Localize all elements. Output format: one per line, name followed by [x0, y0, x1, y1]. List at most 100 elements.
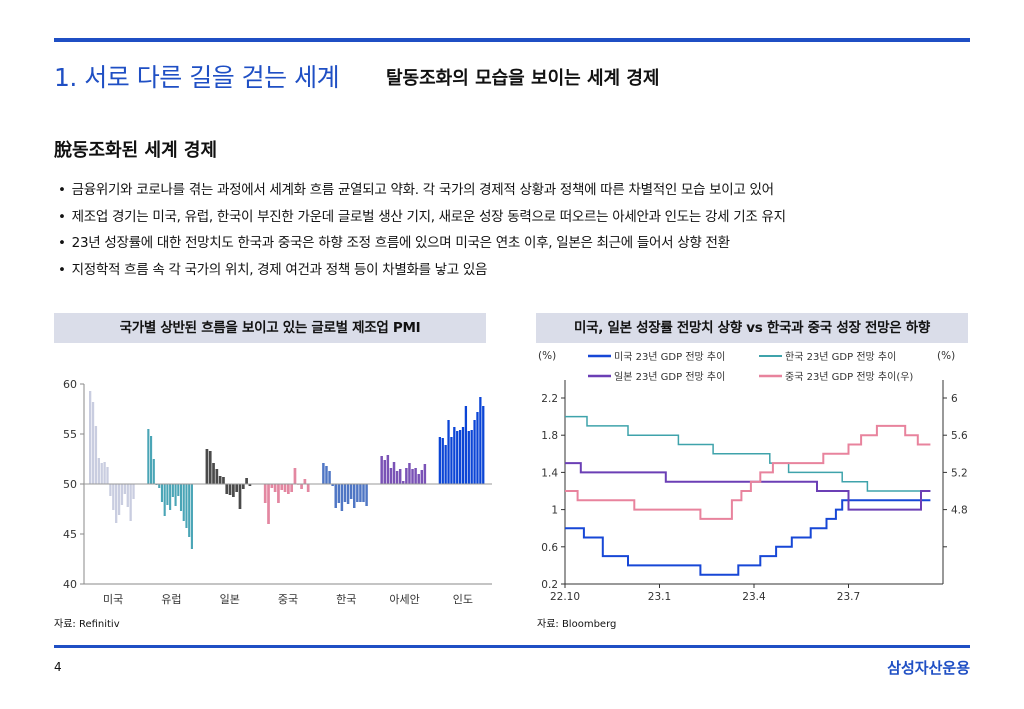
pmi-bar-미국 [89, 391, 92, 484]
pmi-bar-일본 [218, 476, 222, 484]
pmi-bar-아세안 [383, 460, 386, 484]
pmi-bar-유럽 [182, 484, 185, 521]
series-line-일본 23년 GDP 전망 추이 [565, 462, 931, 511]
pmi-bar-유럽 [150, 436, 153, 484]
legend-label: 한국 23년 GDP 전망 추이 [785, 351, 896, 363]
pmi-bar-한국 [362, 484, 365, 502]
bullet-list: 금융위기와 코로나를 겪는 과정에서 세계화 흐름 균열되고 약화. 각 국가의… [58, 178, 786, 284]
pmi-bar-한국 [353, 484, 356, 508]
pmi-chart-title: 국가별 상반된 흐름을 보이고 있는 글로벌 제조업 PMI [54, 313, 486, 343]
pmi-bar-한국 [328, 471, 331, 484]
pmi-bar-일본 [205, 449, 209, 484]
right-tick-label: 6 [951, 393, 958, 405]
pmi-bar-아세안 [392, 462, 396, 484]
pmi-bar-아세안 [402, 481, 405, 484]
top-rule [54, 38, 970, 42]
pmi-bar-중국 [306, 484, 310, 492]
pmi-bar-중국 [267, 484, 270, 524]
pmi-bar-일본 [245, 478, 248, 484]
pmi-bar-인도 [444, 445, 447, 484]
bullet-item: 지정학적 흐름 속 각 국가의 위치, 경제 여건과 정책 등이 차별화를 낳고… [58, 258, 786, 285]
pmi-bar-유럽 [188, 484, 191, 537]
pmi-bar-미국 [109, 484, 112, 496]
pmi-bar-chart: 40 45 50 55 60 미국 유럽 일본 중국 한국 아세안 인도 [63, 378, 492, 606]
x-category-label: 유럽 [161, 592, 181, 606]
pmi-bar-아세안 [420, 470, 424, 484]
pmi-bar-미국 [115, 484, 118, 523]
x-tick-label: 23.4 [742, 591, 766, 603]
pmi-bar-미국 [97, 458, 100, 484]
pmi-bar-유럽 [163, 484, 166, 516]
pmi-bar-중국 [290, 484, 294, 492]
left-tick-label: 1.4 [541, 467, 558, 479]
right-tick-label: 4.8 [951, 505, 968, 517]
pmi-bar-아세안 [408, 463, 411, 484]
page-number: 4 [54, 660, 62, 674]
left-tick-label: 0.2 [541, 579, 558, 591]
pmi-bar-유럽 [158, 484, 161, 488]
pmi-bar-인도 [450, 437, 453, 484]
pmi-bar-일본 [232, 484, 235, 497]
gdp-chart-title: 미국, 일본 성장률 전망치 상향 vs 한국과 중국 성장 전망은 하향 [536, 313, 968, 343]
pmi-bar-한국 [343, 484, 347, 502]
right-tick-label: 5.6 [951, 430, 968, 442]
pmi-bar-일본 [235, 484, 239, 492]
y-tick-label: 55 [63, 428, 77, 441]
pmi-bar-한국 [349, 484, 353, 499]
pmi-bar-중국 [300, 484, 303, 489]
pmi-bar-유럽 [160, 484, 164, 502]
pmi-bar-일본 [215, 469, 219, 484]
left-tick-label: 1.8 [541, 430, 558, 442]
legend-label: 일본 23년 GDP 전망 추이 [614, 371, 725, 383]
pmi-bar-유럽 [177, 484, 180, 496]
pmi-bar-일본 [248, 484, 252, 486]
pmi-bar-한국 [365, 484, 368, 506]
pmi-bar-한국 [322, 463, 325, 484]
bullet-item: 23년 성장률에 대한 전망치도 한국과 중국은 하향 조정 흐름에 있으며 미… [58, 231, 786, 258]
pmi-bar-인도 [453, 427, 456, 484]
x-category-label: 인도 [453, 593, 473, 606]
pmi-bar-일본 [208, 451, 212, 484]
pmi-bar-한국 [356, 484, 359, 502]
x-tick-label: 23.1 [648, 591, 671, 603]
bullet-item: 금융위기와 코로나를 겪는 과정에서 세계화 흐름 균열되고 약화. 각 국가의… [58, 178, 786, 205]
pmi-bar-아세안 [411, 469, 414, 484]
y-tick-label: 50 [63, 478, 77, 491]
y-tick-label: 45 [63, 528, 77, 541]
pmi-bar-일본 [212, 463, 215, 484]
left-tick-label: 1 [551, 505, 558, 517]
pmi-bar-아세안 [405, 468, 408, 484]
page-title: 1. 서로 다른 길을 걷는 세계 [54, 63, 340, 92]
legend-label: 미국 23년 GDP 전망 추이 [614, 351, 725, 363]
pmi-bar-유럽 [166, 484, 169, 505]
right-tick-label: 5.2 [951, 467, 968, 479]
pmi-bar-한국 [346, 484, 350, 504]
pmi-bar-인도 [482, 406, 485, 484]
left-tick-label: 0.6 [541, 542, 558, 554]
left-unit-label: (%) [538, 350, 556, 362]
pmi-bar-인도 [473, 420, 476, 484]
pmi-bar-인도 [467, 431, 470, 484]
pmi-bar-아세안 [398, 469, 402, 484]
pmi-bar-유럽 [169, 484, 172, 510]
pmi-bar-미국 [91, 402, 95, 484]
pmi-bar-미국 [106, 467, 109, 484]
pmi-bar-유럽 [171, 484, 174, 497]
pmi-bar-인도 [464, 406, 468, 484]
pmi-bar-미국 [123, 484, 127, 494]
series-line-한국 23년 GDP 전망 추이 [565, 415, 931, 492]
pmi-bar-미국 [129, 484, 132, 521]
pmi-bar-미국 [94, 426, 98, 484]
pmi-bar-미국 [100, 463, 103, 484]
left-tick-label: 2.2 [541, 393, 558, 405]
pmi-bar-인도 [458, 430, 462, 484]
pmi-bar-중국 [263, 484, 267, 503]
pmi-bar-한국 [325, 466, 328, 484]
pmi-bar-유럽 [185, 484, 188, 528]
pmi-bar-중국 [283, 484, 287, 492]
x-category-label: 한국 [336, 593, 356, 606]
pmi-bar-유럽 [152, 459, 155, 484]
pmi-bar-아세안 [386, 455, 390, 484]
pmi-bar-일본 [228, 484, 232, 495]
pmi-bar-인도 [447, 420, 450, 484]
